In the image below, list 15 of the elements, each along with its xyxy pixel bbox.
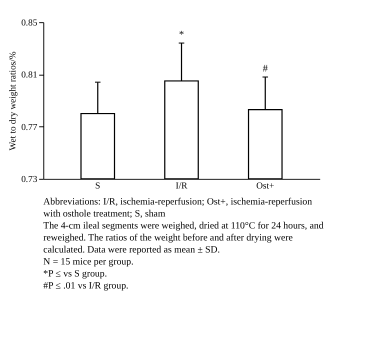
y-tick-label: 0.73	[21, 174, 38, 184]
y-axis-title: Wet to dry weight ratios/%	[8, 51, 18, 150]
text: The 4-cm ileal segments were weighed, dried at 110°C for 24 hours, and reweighed. The ratios of the weight before and after drying were calculated. Data were reported as mean ± SD.	[43, 220, 324, 256]
text: N = 15 mice per group.	[43, 256, 134, 268]
y-tick-label: 0.81	[21, 70, 38, 80]
x-tick-label: S	[95, 180, 100, 191]
y-tick-label: 0.77	[21, 122, 38, 132]
annotation: #	[262, 64, 268, 74]
text: #P ≤ .01 vs I/R group.	[43, 280, 128, 292]
y-tick-label: 0.85	[21, 17, 38, 28]
text: *P ≤ vs S group.	[43, 268, 108, 280]
x-tick-label: Ost+	[256, 180, 274, 191]
annotation: *	[178, 30, 184, 41]
x-tick-label: I/R	[176, 180, 188, 191]
text: Abbreviations: I/R, ischemia-reperfusion; Ost+, ischemia-reperfusion with osthole treatment; S, sham	[43, 196, 312, 220]
